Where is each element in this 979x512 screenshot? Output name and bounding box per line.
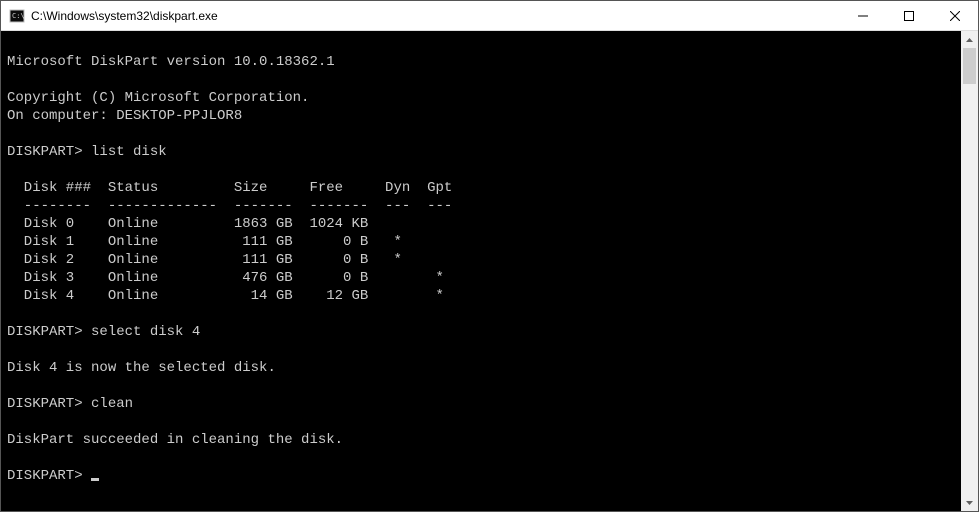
diskpart-window: C:\ C:\Windows\system32\diskpart.exe Mic…: [0, 0, 979, 512]
scroll-up-button[interactable]: [961, 31, 978, 48]
window-controls: [840, 1, 978, 30]
vertical-scrollbar[interactable]: [961, 31, 978, 511]
scroll-track[interactable]: [961, 48, 978, 494]
maximize-button[interactable]: [886, 1, 932, 30]
console-output[interactable]: Microsoft DiskPart version 10.0.18362.1 …: [1, 31, 961, 511]
text-cursor: [91, 478, 99, 481]
scroll-thumb[interactable]: [963, 48, 976, 84]
scroll-down-button[interactable]: [961, 494, 978, 511]
window-title: C:\Windows\system32\diskpart.exe: [31, 9, 840, 23]
client-area: Microsoft DiskPart version 10.0.18362.1 …: [1, 31, 978, 511]
close-button[interactable]: [932, 1, 978, 30]
app-icon: C:\: [9, 8, 25, 24]
prompt-line[interactable]: DISKPART>: [7, 468, 91, 484]
minimize-button[interactable]: [840, 1, 886, 30]
svg-text:C:\: C:\: [12, 12, 25, 20]
titlebar[interactable]: C:\ C:\Windows\system32\diskpart.exe: [1, 1, 978, 31]
